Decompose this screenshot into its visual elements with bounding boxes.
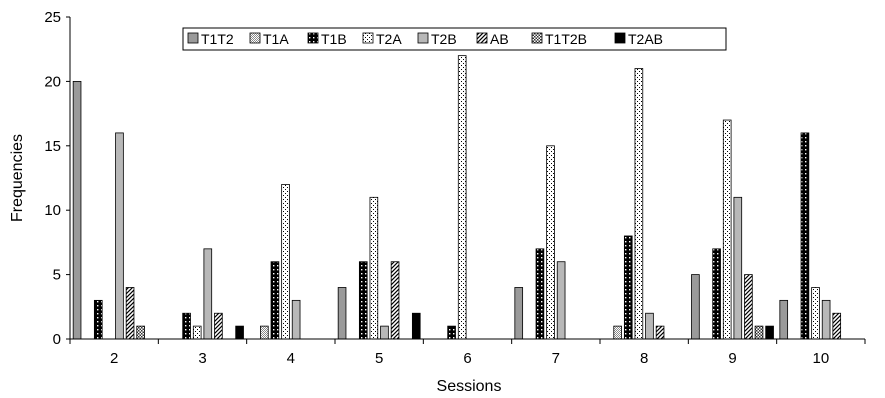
bar-ab-session-10 <box>832 312 842 340</box>
bar-t2a-session-6 <box>457 55 467 340</box>
legend-swatch-t1b <box>307 32 319 44</box>
bar-t1t2b-session-2 <box>136 325 145 340</box>
bar-ab-session-5 <box>390 261 400 340</box>
bar-t2b-session-3 <box>203 248 213 340</box>
bar-ab-session-9 <box>744 274 753 340</box>
bar-t1b-session-8 <box>623 235 633 340</box>
bar-t2ab-session-9 <box>765 325 774 340</box>
legend-label-t1t2: T1T2 <box>201 31 234 47</box>
x-tick-label: 4 <box>287 350 295 367</box>
legend-label-t1t2b: T1T2B <box>545 31 587 47</box>
y-tick-label: 5 <box>53 267 61 284</box>
legend-label-t1b: T1B <box>321 31 347 47</box>
bar-t2b-session-10 <box>821 299 831 340</box>
bar-t1t2-session-5 <box>337 287 347 340</box>
x-tick-label: 2 <box>110 350 118 367</box>
bar-t1b-session-9 <box>712 248 721 340</box>
legend-box <box>182 27 727 51</box>
y-tick-label: 0 <box>53 331 61 348</box>
bar-t1b-session-2 <box>93 299 103 340</box>
bar-t2b-session-2 <box>115 132 124 340</box>
y-tick-label: 25 <box>44 9 61 26</box>
bar-t2a-session-5 <box>369 196 379 340</box>
legend-label-t2a: T2A <box>376 31 402 47</box>
y-axis-title: Frequencies <box>9 134 26 222</box>
bar-t1b-session-4 <box>270 261 280 340</box>
bar-t1a-session-4 <box>260 325 269 340</box>
bar-t1t2-session-7 <box>514 287 524 340</box>
bar-t2b-session-7 <box>556 261 566 340</box>
y-tick-label: 20 <box>44 73 61 90</box>
legend-label-t2b: T2B <box>431 31 457 47</box>
y-tick-label: 15 <box>44 138 61 155</box>
x-tick-label: 6 <box>463 350 471 367</box>
bar-t2a-session-10 <box>811 287 820 340</box>
bar-t2a-session-8 <box>634 68 644 340</box>
bar-t2b-session-9 <box>733 196 743 340</box>
x-axis-title: Sessions <box>437 378 502 395</box>
bars <box>72 55 842 340</box>
legend-swatch-t1a <box>249 32 261 44</box>
y-tick-label: 10 <box>44 202 61 219</box>
bar-t2a-session-3 <box>192 325 202 340</box>
bar-t1t2b-session-9 <box>754 325 764 340</box>
legend-label-t2ab: T2AB <box>628 31 663 47</box>
bar-ab-session-8 <box>655 325 665 340</box>
x-tick-label: 8 <box>640 350 648 367</box>
bar-t2b-session-5 <box>380 325 389 340</box>
bar-t1b-session-3 <box>182 312 191 340</box>
x-axis-ticks: 2 3 4 5 6 7 8 9 10 <box>69 339 866 367</box>
x-tick-label: 10 <box>812 350 829 367</box>
legend-label-t1a: T1A <box>263 31 289 47</box>
bar-t2a-session-7 <box>546 145 555 340</box>
bar-t1t2-session-10 <box>779 299 789 340</box>
bar-t2ab-session-5 <box>411 312 421 340</box>
legend-swatch-t2a <box>362 32 374 44</box>
bar-t1b-session-7 <box>535 248 545 340</box>
legend-swatch-t1t2b <box>531 32 543 44</box>
legend-swatch-t1t2 <box>187 32 199 44</box>
bar-t1t2-session-9 <box>691 274 700 340</box>
bar-t1b-session-10 <box>800 132 810 340</box>
x-tick-label: 7 <box>552 350 560 367</box>
bar-t2b-session-8 <box>645 312 654 340</box>
legend-swatch-t2ab <box>614 32 626 44</box>
x-tick-label: 9 <box>728 350 736 367</box>
legend: T1T2 T1A T1B T2A T2B AB T1T2B T2AB <box>182 27 727 51</box>
legend-label-ab: AB <box>490 31 509 47</box>
bar-t2ab-session-3 <box>235 325 244 340</box>
x-tick-label: 3 <box>198 350 206 367</box>
bar-ab-session-3 <box>214 312 223 340</box>
bar-t1b-session-6 <box>447 325 456 340</box>
x-tick-label: 5 <box>375 350 383 367</box>
bar-t2b-session-4 <box>291 299 301 340</box>
legend-swatch-t2b <box>417 32 429 44</box>
bar-t1a-session-8 <box>613 325 622 340</box>
bar-ab-session-2 <box>125 287 135 340</box>
bar-t2a-session-9 <box>722 119 732 340</box>
bar-t1b-session-5 <box>358 261 368 340</box>
bar-t1t2-session-2 <box>72 81 82 340</box>
bar-t2a-session-4 <box>281 184 290 340</box>
y-axis-ticks: 0 5 10 15 20 25 <box>44 9 70 348</box>
axes <box>69 17 865 340</box>
legend-swatch-ab <box>476 32 488 44</box>
